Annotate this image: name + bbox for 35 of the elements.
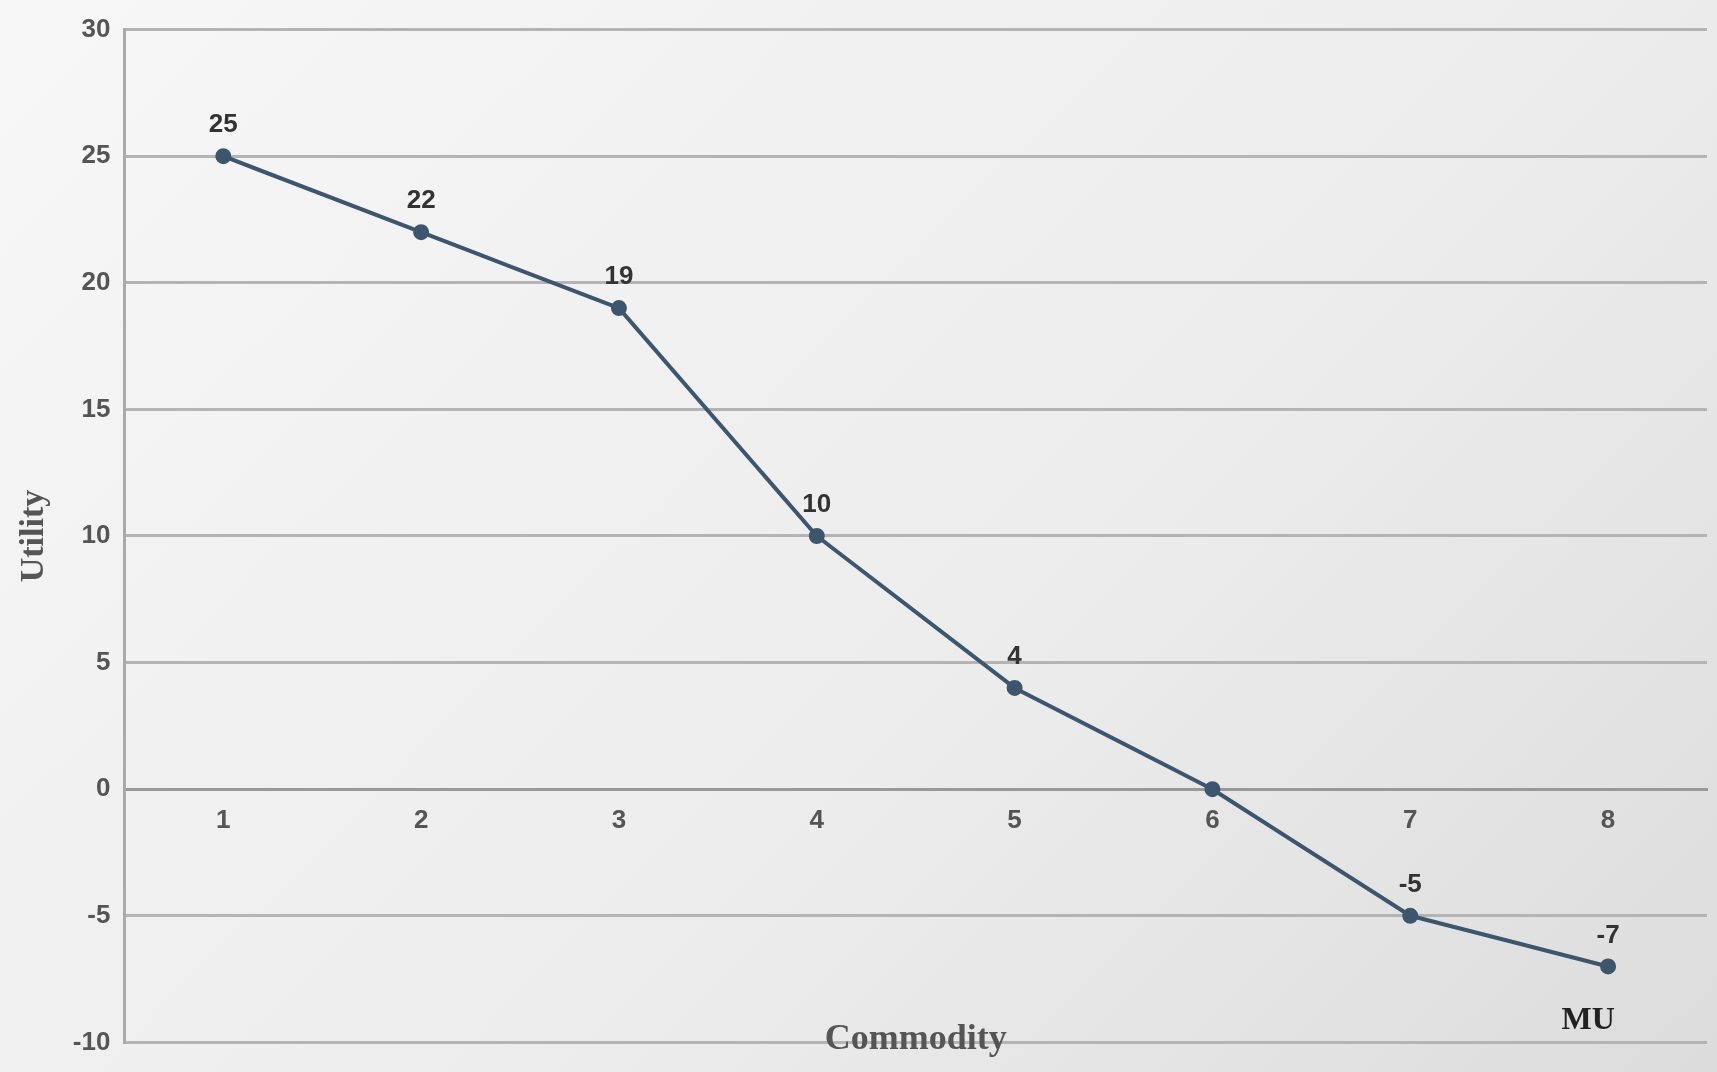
point [1600, 958, 1617, 975]
y-tick-label: -10 [72, 1025, 111, 1056]
point [808, 528, 825, 544]
y-tick-label: 5 [95, 645, 111, 676]
x-tick-label: 1 [216, 803, 231, 834]
x-tick-label: 7 [1403, 803, 1418, 834]
x-tick-label: 3 [611, 803, 627, 834]
data-label: 22 [406, 184, 436, 215]
x-tick-label: 5 [1007, 803, 1022, 834]
y-axis-title: Utility [13, 489, 51, 583]
x-tick-label: 4 [809, 803, 825, 834]
data-label: -5 [1398, 867, 1422, 898]
data-label: 10 [802, 488, 832, 519]
point [215, 148, 232, 165]
point [1204, 781, 1221, 798]
y-tick-label: 30 [81, 12, 111, 43]
x-tick-label: 2 [413, 803, 429, 834]
point [1006, 679, 1023, 696]
x-axis-title: Commodity [824, 1017, 1007, 1058]
y-tick-label: 0 [95, 772, 111, 803]
data-label: -7 [1596, 918, 1620, 949]
x-tick-label: 8 [1600, 803, 1616, 834]
y-tick-label: 10 [81, 519, 111, 550]
data-label: 25 [208, 108, 238, 139]
series-label: MU [1561, 999, 1615, 1036]
y-tick-label: -5 [87, 898, 111, 929]
y-tick-label: 25 [81, 139, 111, 170]
point [610, 300, 627, 317]
x-tick-label: 6 [1205, 803, 1220, 834]
data-label: 4 [1007, 640, 1023, 671]
data-label: 19 [604, 260, 634, 291]
y-tick-label: 15 [81, 392, 111, 423]
y-tick-label: 20 [81, 265, 111, 296]
point [413, 224, 430, 241]
point [1402, 907, 1419, 924]
